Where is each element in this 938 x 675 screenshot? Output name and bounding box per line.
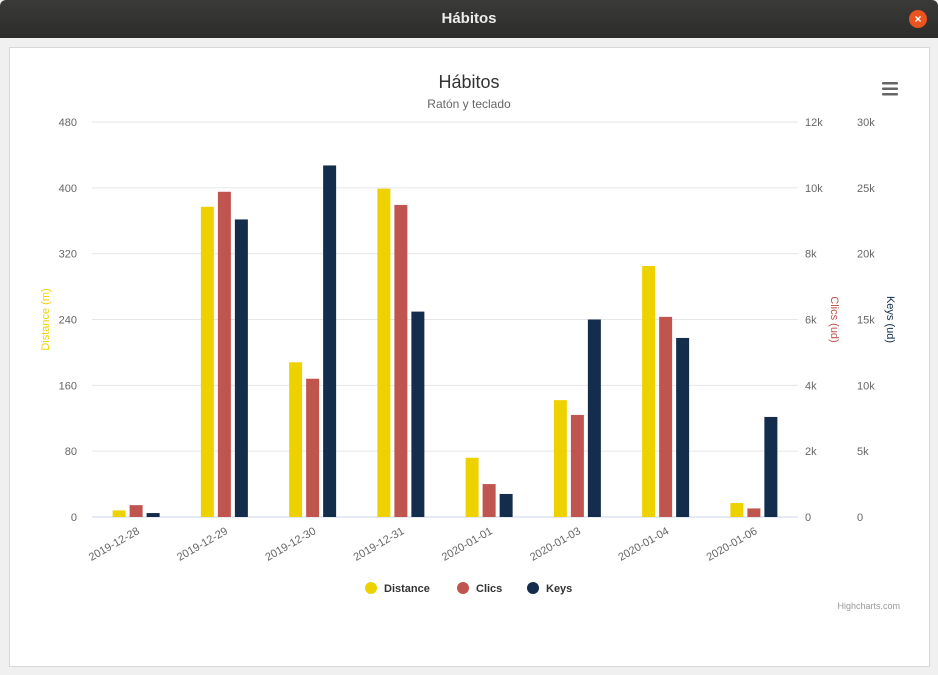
chart-container: Hábitos Ratón y teclado 0 80 160 240 320 400 4… bbox=[19, 56, 919, 656]
y-tick-label-distance: 400 bbox=[59, 183, 77, 195]
legend-marker bbox=[527, 582, 539, 594]
y-tick-label-distance: 320 bbox=[59, 249, 77, 261]
bars bbox=[112, 165, 778, 518]
chart-svg: Hábitos Ratón y teclado 0 80 160 240 320 400 4… bbox=[40, 72, 900, 611]
x-tick-label: 2019-12-29 bbox=[175, 525, 230, 564]
bar-clics[interactable] bbox=[129, 505, 143, 517]
y-axis-title-distance: Distance (m) bbox=[40, 288, 52, 350]
y-tick-label-keys: 10k bbox=[857, 380, 875, 392]
bar-clics[interactable] bbox=[747, 508, 761, 517]
bar-keys[interactable] bbox=[764, 416, 778, 517]
x-tick-label: 2020-01-01 bbox=[440, 525, 495, 564]
y-tick-label-clics: 0 bbox=[805, 512, 811, 524]
bar-distance[interactable] bbox=[112, 510, 126, 517]
bar-keys[interactable] bbox=[234, 219, 248, 517]
bar-keys[interactable] bbox=[676, 337, 690, 517]
y-tick-label-distance: 160 bbox=[59, 380, 77, 392]
bar-distance[interactable] bbox=[289, 362, 303, 517]
axes: 0 80 160 240 320 400 480 0 2k 4k 6k 8k 10k 12k 0 5k 10k 1… bbox=[40, 117, 896, 524]
bar-clics[interactable] bbox=[306, 378, 320, 517]
y-tick-label-keys: 25k bbox=[857, 183, 875, 195]
bar-distance[interactable] bbox=[377, 188, 391, 517]
y-tick-label-keys: 20k bbox=[857, 249, 875, 261]
bar-keys[interactable] bbox=[411, 311, 425, 517]
window-title: Hábitos bbox=[441, 10, 497, 27]
x-axis-labels: 2019-12-28 2019-12-29 2019-12-30 2019-12-31… bbox=[87, 525, 759, 564]
y-tick-label-clics: 6k bbox=[805, 315, 817, 327]
y-tick-label-clics: 2k bbox=[805, 446, 817, 458]
y-tick-label-clics: 8k bbox=[805, 249, 817, 261]
legend-item-clics[interactable]: Clics bbox=[457, 582, 502, 595]
y-axis-title-clics: Clics (ud) bbox=[828, 296, 840, 342]
x-tick-label: 2019-12-30 bbox=[263, 525, 318, 564]
bar-clics[interactable] bbox=[570, 414, 584, 517]
legend: Distance Clics Keys bbox=[365, 582, 572, 595]
bar-keys[interactable] bbox=[146, 513, 160, 517]
bar-keys[interactable] bbox=[587, 319, 601, 518]
y-tick-label-keys: 0 bbox=[857, 512, 863, 524]
y-tick-label-clics: 12k bbox=[805, 117, 823, 129]
bar-clics[interactable] bbox=[659, 316, 673, 517]
bar-distance[interactable] bbox=[200, 206, 214, 517]
x-tick-label: 2020-01-03 bbox=[528, 525, 583, 564]
bar-distance[interactable] bbox=[465, 457, 479, 517]
bar-distance[interactable] bbox=[730, 503, 744, 517]
legend-item-keys[interactable]: Keys bbox=[527, 582, 572, 595]
legend-item-distance[interactable]: Distance bbox=[365, 582, 430, 595]
chart-subtitle: Ratón y teclado bbox=[427, 97, 511, 111]
legend-marker bbox=[457, 582, 469, 594]
bar-keys[interactable] bbox=[499, 493, 513, 517]
y-tick-label-distance: 480 bbox=[59, 117, 77, 129]
y-tick-label-keys: 5k bbox=[857, 446, 869, 458]
credits[interactable]: Highcharts.com bbox=[837, 601, 900, 611]
chart-title: Hábitos bbox=[438, 72, 499, 92]
y-tick-label-clics: 4k bbox=[805, 380, 817, 392]
x-tick-label: 2019-12-31 bbox=[352, 525, 407, 564]
hamburger-menu-icon[interactable] bbox=[881, 80, 899, 98]
legend-label: Clics bbox=[476, 583, 502, 595]
y-tick-label-distance: 80 bbox=[65, 446, 77, 458]
y-tick-label-clics: 10k bbox=[805, 183, 823, 195]
grid-lines bbox=[92, 121, 798, 518]
y-tick-label-keys: 30k bbox=[857, 117, 875, 129]
y-axis-title-keys: Keys (ud) bbox=[884, 296, 896, 343]
bar-distance[interactable] bbox=[642, 266, 656, 517]
x-tick-label: 2019-12-28 bbox=[87, 525, 142, 564]
y-tick-label-distance: 240 bbox=[59, 315, 77, 327]
bar-clics[interactable] bbox=[482, 484, 496, 517]
y-tick-label-keys: 15k bbox=[857, 315, 875, 327]
bar-clics[interactable] bbox=[394, 204, 408, 517]
bar-keys[interactable] bbox=[323, 165, 337, 517]
y-tick-label-distance: 0 bbox=[71, 512, 77, 524]
legend-marker bbox=[365, 582, 377, 594]
bar-distance[interactable] bbox=[553, 400, 567, 517]
title-bar: Hábitos × bbox=[0, 0, 938, 38]
legend-label: Distance bbox=[384, 583, 430, 595]
close-button[interactable]: × bbox=[909, 10, 927, 28]
x-tick-label: 2020-01-06 bbox=[705, 525, 760, 564]
x-tick-label: 2020-01-04 bbox=[616, 525, 671, 564]
legend-label: Keys bbox=[546, 583, 572, 595]
bar-clics[interactable] bbox=[217, 191, 231, 518]
